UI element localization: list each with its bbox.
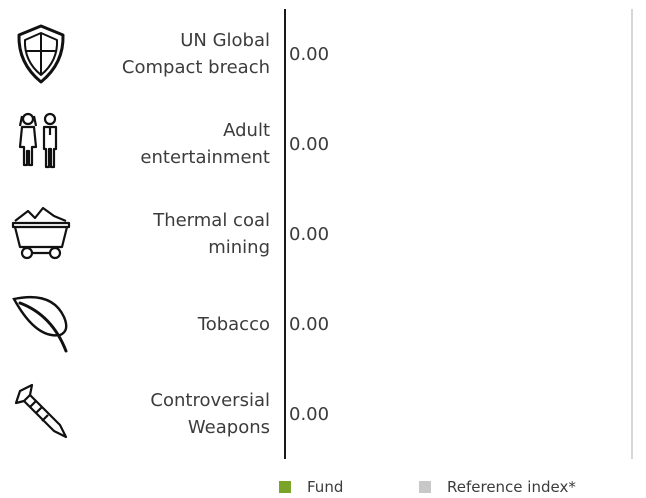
legend-label: Fund [307,478,344,496]
legend-item-reference: Reference index* [419,478,576,496]
legend-swatch-fund [279,481,291,493]
category-label: Controversial Weapons [150,390,270,438]
value-label: 0.00 [289,313,330,335]
row-un-global-compact: UN Global Compact breach 0.00 [0,9,646,99]
value-label: 0.00 [289,223,330,245]
leaf-icon [8,289,74,355]
category-label: Tobacco [197,313,270,335]
value-label: 0.00 [289,403,330,425]
category-label: Adult entertainment [140,120,270,168]
row-thermal-coal: Thermal coal mining 0.00 [0,189,646,279]
legend: Fund Reference index* [0,478,646,498]
row-adult-entertainment: Adult entertainment 0.00 [0,99,646,189]
missile-icon [8,379,74,445]
legend-label: Reference index* [447,478,576,496]
row-tobacco: Tobacco 0.00 [0,279,646,369]
axis-right-boundary [631,9,633,459]
shield-icon [8,21,74,87]
coal-cart-icon [8,199,74,265]
category-label: UN Global Compact breach [121,30,270,78]
row-controversial-weapons: Controversial Weapons 0.00 [0,369,646,459]
legend-item-fund: Fund [279,478,343,496]
people-icon [8,109,74,175]
category-label: Thermal coal mining [153,210,270,258]
axis-baseline [284,9,286,459]
value-label: 0.00 [289,133,330,155]
legend-swatch-reference [419,481,431,493]
value-label: 0.00 [289,43,330,65]
